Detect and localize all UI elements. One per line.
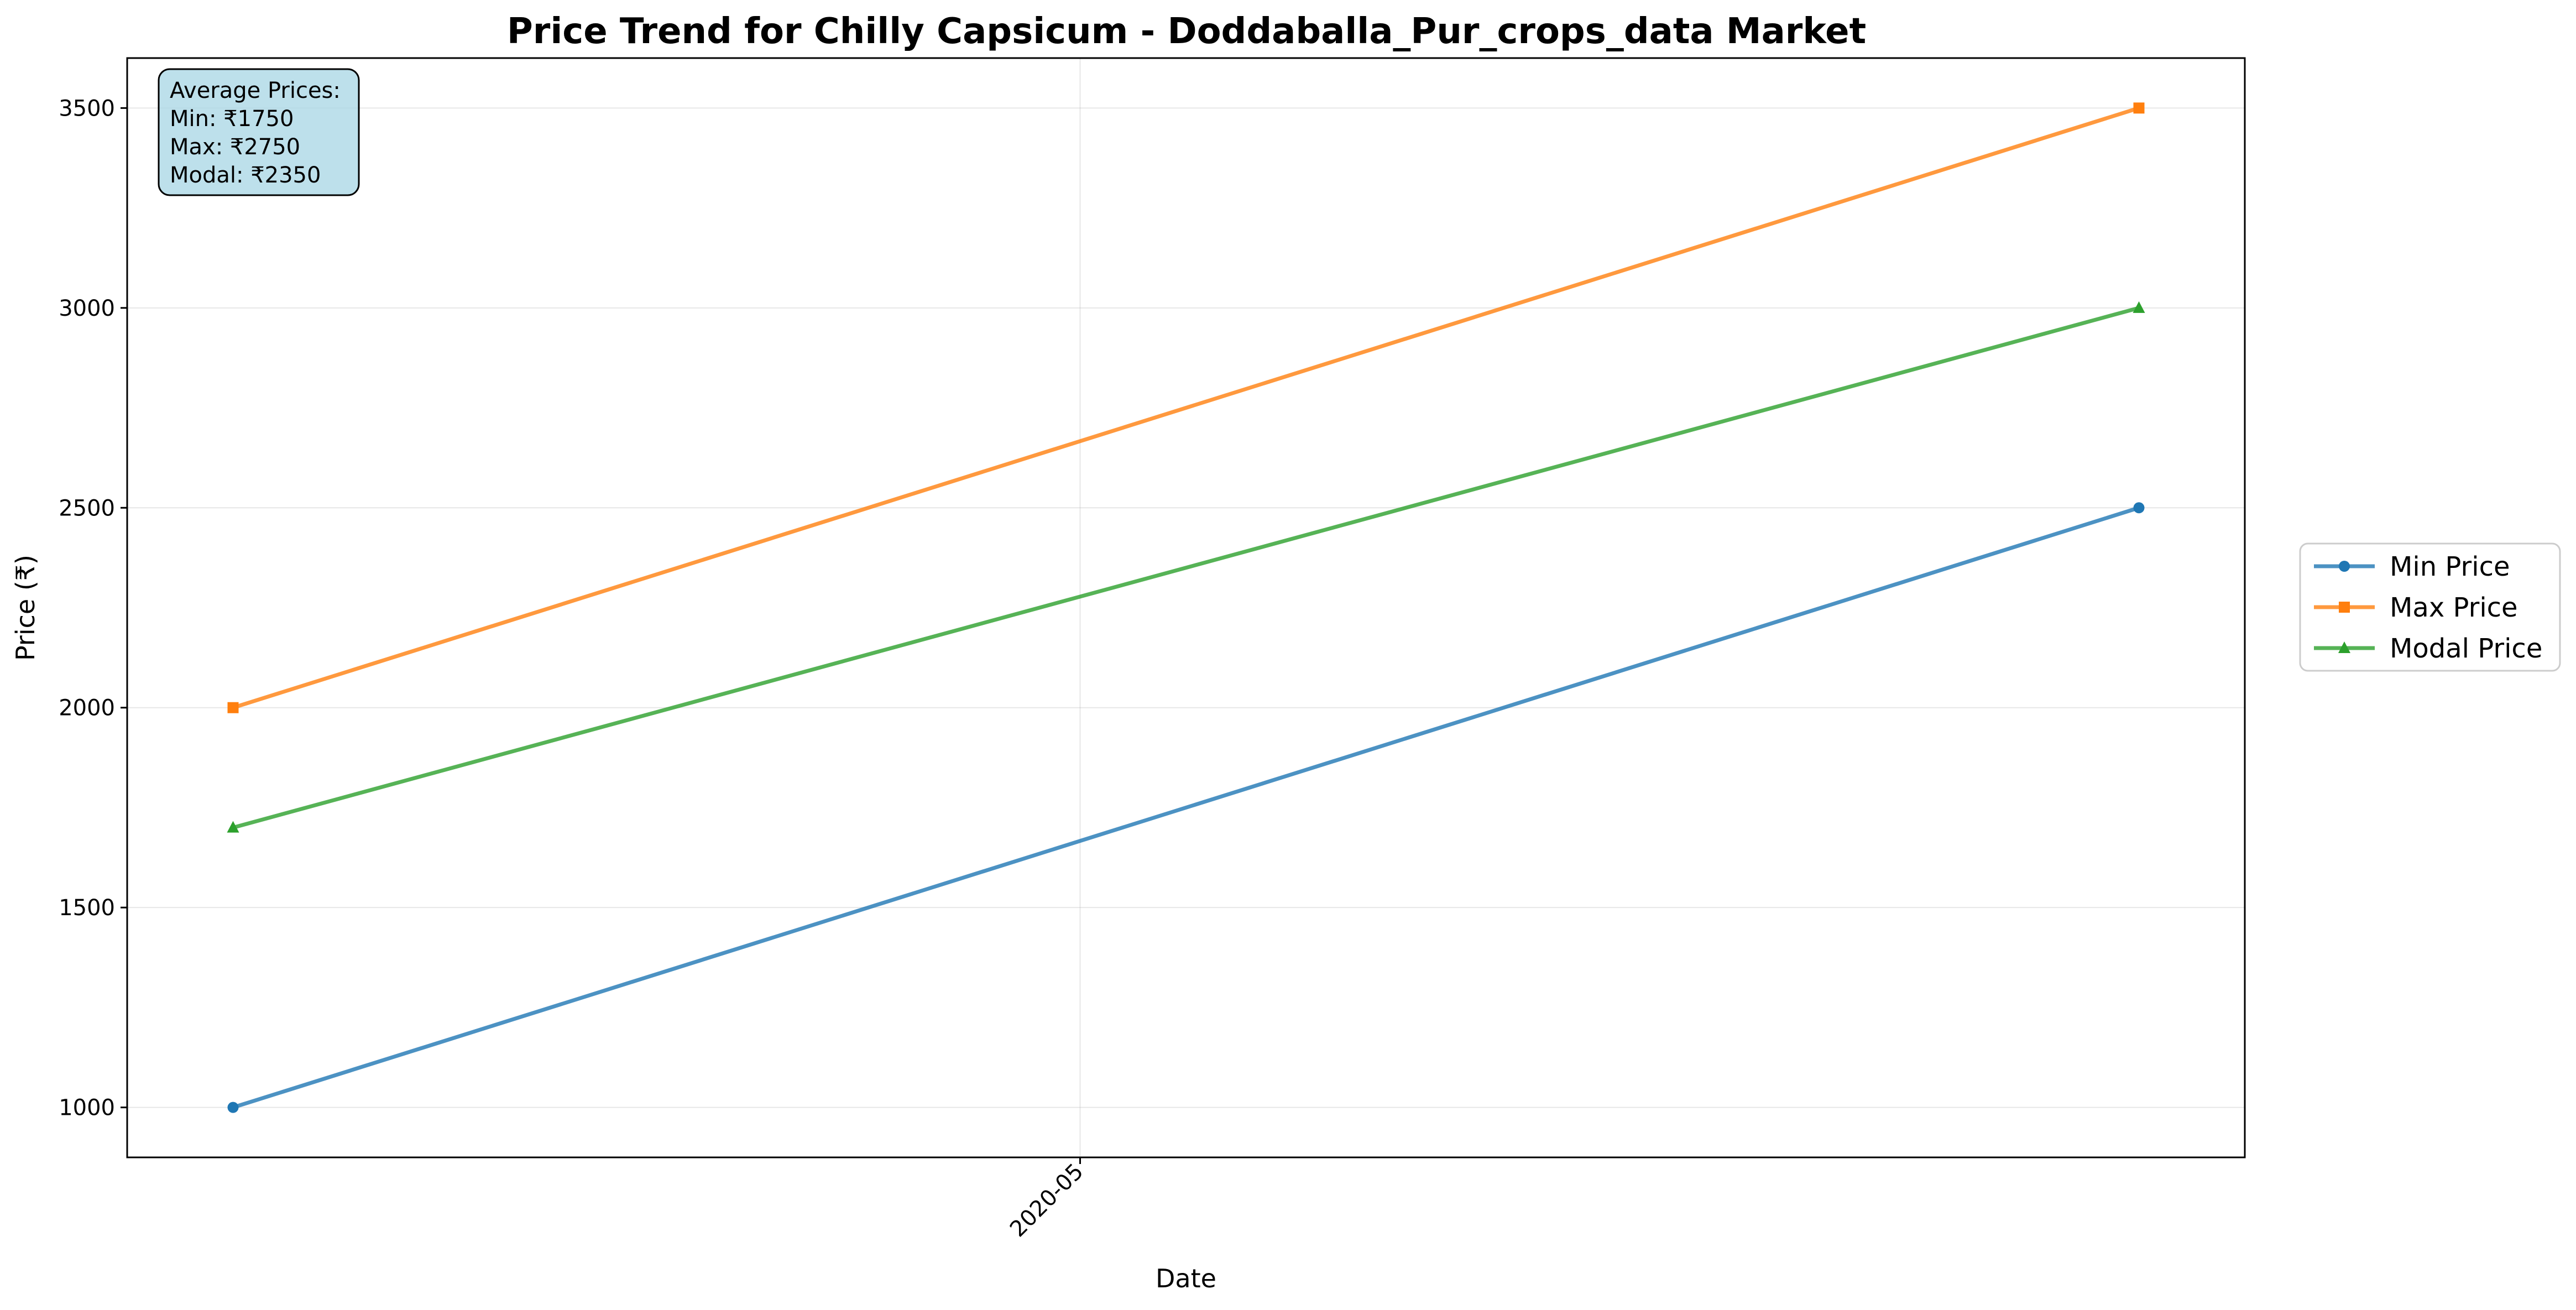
- annotation-line: Modal: ₹2350: [170, 163, 321, 188]
- series-line-modal-price: [231, 306, 2141, 830]
- data-point: [2133, 102, 2145, 114]
- y-tick-label: 1500: [59, 895, 115, 921]
- y-tick-label: 3500: [59, 96, 115, 121]
- annotation-line: Average Prices:: [170, 78, 341, 103]
- series-line-min-price: [231, 505, 2141, 1110]
- y-tick-label: 2000: [59, 696, 115, 721]
- y-tick-label: 3000: [59, 296, 115, 321]
- data-point: [227, 702, 239, 713]
- plot-area: [126, 57, 2246, 1158]
- annotation-line: Min: ₹1750: [170, 106, 294, 132]
- legend: Min Price Max Price Modal Price: [2299, 542, 2561, 672]
- legend-swatch-marker: [2339, 561, 2350, 572]
- average-prices-annotation: Average Prices: Min: ₹1750 Max: ₹2750 Mo…: [158, 68, 360, 196]
- legend-swatch-marker: [2338, 641, 2350, 653]
- y-tick-label: 1000: [59, 1095, 115, 1121]
- annotation-line: Max: ₹2750: [170, 134, 300, 160]
- annotation-background: [158, 68, 360, 196]
- legend-label: Modal Price: [2390, 633, 2542, 664]
- data-point: [2133, 502, 2145, 514]
- legend-label: Max Price: [2390, 592, 2518, 623]
- legend-entry: Min Price: [2314, 551, 2510, 582]
- y-axis-label: Price (₹): [11, 555, 40, 661]
- x-axis-label: Date: [1156, 1264, 1216, 1293]
- data-point: [2133, 301, 2145, 313]
- legend-entry: Max Price: [2314, 592, 2518, 623]
- series-layer: [227, 102, 2145, 1113]
- legend-label: Min Price: [2390, 551, 2510, 582]
- chart-title: Price Trend for Chilly Capsicum - Doddab…: [507, 11, 1866, 52]
- legend-frame: [2299, 542, 2561, 672]
- grid: [127, 58, 2245, 1157]
- legend-swatch-marker: [2339, 602, 2350, 613]
- y-tick-label: 2500: [59, 495, 115, 521]
- legend-entry: Modal Price: [2314, 633, 2542, 664]
- series-line-max-price: [231, 106, 2141, 710]
- data-point: [227, 1102, 239, 1113]
- data-point: [227, 821, 239, 833]
